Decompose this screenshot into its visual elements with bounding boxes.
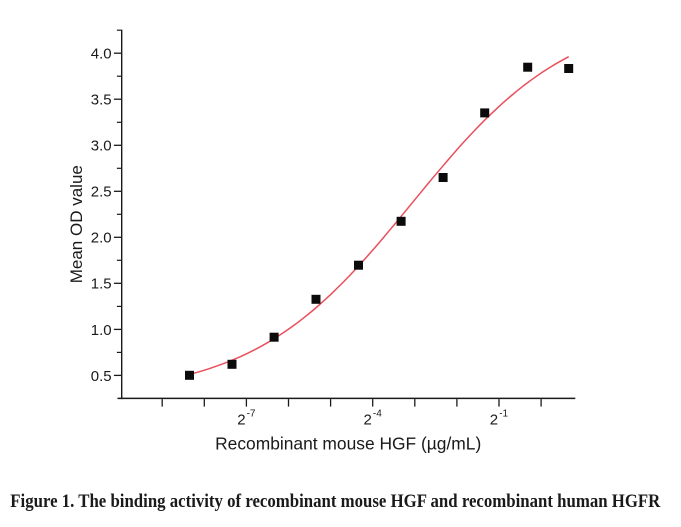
svg-text:-1: -1 (499, 409, 508, 420)
svg-text:4.0: 4.0 (91, 46, 112, 63)
svg-text:-4: -4 (373, 409, 382, 420)
svg-text:Mean OD value: Mean OD value (67, 165, 86, 283)
svg-text:1.5: 1.5 (91, 276, 112, 293)
svg-text:Figure 1. The binding activity: Figure 1. The binding activity of recomb… (10, 492, 661, 512)
svg-text:-7: -7 (247, 409, 256, 420)
svg-text:2: 2 (237, 411, 245, 428)
svg-text:2.5: 2.5 (91, 184, 112, 201)
svg-text:3.5: 3.5 (91, 92, 112, 109)
svg-text:3.0: 3.0 (91, 138, 112, 155)
svg-text:1.0: 1.0 (91, 322, 112, 339)
svg-text:2: 2 (364, 411, 372, 428)
svg-text:2.0: 2.0 (91, 230, 112, 247)
svg-text:Recombinant mouse HGF (µg/mL): Recombinant mouse HGF (µg/mL) (215, 433, 481, 453)
svg-text:0.5: 0.5 (91, 368, 112, 385)
svg-text:2: 2 (490, 411, 498, 428)
